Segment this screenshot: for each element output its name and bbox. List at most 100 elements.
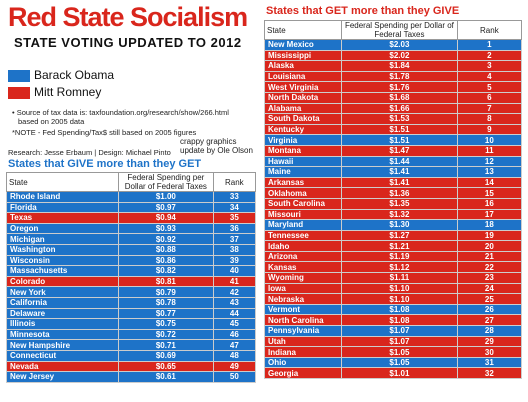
table-cell: South Carolina — [263, 197, 343, 210]
table-cell: North Dakota — [263, 91, 343, 104]
table-cell: 34 — [212, 201, 257, 214]
table-cell: Alabama — [263, 102, 343, 115]
table-cell: 38 — [212, 243, 257, 256]
table-cell: $1.01 — [341, 367, 458, 379]
table-cell: 2 — [456, 49, 523, 62]
table-row: Oklahoma $1.36 15 — [263, 187, 523, 199]
table-cell: Arkansas — [263, 176, 343, 189]
table-cell: Arizona — [263, 250, 343, 263]
table-row: Oregon $0.93 36 — [5, 222, 257, 235]
table-cell: $1.84 — [341, 60, 458, 72]
table-cell: 17 — [456, 208, 523, 221]
table-cell: 50 — [212, 371, 257, 383]
table-cell: $0.92 — [118, 233, 214, 245]
table-cell: $1.44 — [341, 155, 458, 168]
legend-item: Barack Obama — [8, 68, 158, 82]
table-title: States that GET more than they GIVE — [266, 5, 460, 17]
table-cell: $1.30 — [341, 219, 458, 231]
table-cell: $1.53 — [341, 113, 458, 125]
table-cell: Alaska — [263, 60, 343, 72]
table-cell: Wyoming — [263, 272, 343, 284]
table-row: Maryland $1.30 18 — [263, 219, 523, 231]
table-row: Wisconsin $0.86 39 — [5, 254, 257, 267]
table-cell: 6 — [456, 91, 523, 104]
table-cell: 24 — [456, 282, 523, 295]
table-cell: Oklahoma — [263, 187, 343, 199]
table-row: South Carolina $1.35 16 — [263, 197, 523, 210]
table-row: Georgia $1.01 32 — [263, 367, 523, 379]
table-cell: 22 — [456, 261, 523, 274]
table-cell: $1.10 — [341, 282, 458, 295]
table-cell: $1.05 — [341, 356, 458, 369]
table-cell: $1.08 — [341, 314, 458, 327]
table-row: Tennessee $1.27 19 — [263, 229, 523, 242]
legend-label: Barack Obama — [34, 68, 115, 82]
table-cell: $1.41 — [341, 176, 458, 189]
column-header: Rank — [456, 20, 523, 40]
table-cell: $0.79 — [118, 286, 214, 298]
header-row: State Federal Spending per Dollar of Fede… — [5, 172, 257, 192]
table-cell: $0.93 — [118, 222, 214, 235]
table-cell: Massachusetts — [5, 265, 120, 277]
table-cell: $0.72 — [118, 328, 214, 341]
table-cell: Montana — [263, 144, 343, 157]
column-header: Federal Spending per Dollar of Federal T… — [341, 20, 458, 40]
table-cell: 19 — [456, 229, 523, 242]
table-cell: 9 — [456, 123, 523, 136]
table-cell: 45 — [212, 318, 257, 330]
table-row: New Mexico $2.03 1 — [263, 39, 523, 51]
table-cell: Rhode Island — [5, 191, 120, 203]
table-cell: 1 — [456, 39, 523, 51]
table-cell: Georgia — [263, 367, 343, 379]
table-cell: Nebraska — [263, 293, 343, 305]
table-cell: Idaho — [263, 240, 343, 252]
table-cell: $1.78 — [341, 70, 458, 83]
table-cell: Colorado — [5, 275, 120, 288]
table-row: Iowa $1.10 24 — [263, 282, 523, 295]
table-cell: Louisiana — [263, 70, 343, 83]
table-cell: Ohio — [263, 356, 343, 369]
table-cell: 40 — [212, 265, 257, 277]
table-cell: $0.71 — [118, 339, 214, 351]
table-row: Maine $1.41 13 — [263, 166, 523, 178]
legend-label: Mitt Romney — [34, 85, 102, 99]
table-cell: Texas — [5, 212, 120, 224]
table-cell: $0.61 — [118, 371, 214, 383]
table-cell: $1.07 — [341, 335, 458, 348]
table-cell: $1.10 — [341, 293, 458, 305]
table-cell: New Hampshire — [5, 339, 120, 351]
table-row: Connecticut $0.69 48 — [5, 349, 257, 362]
table-row: Florida $0.97 34 — [5, 201, 257, 214]
table-cell: Kentucky — [263, 123, 343, 136]
table-cell: 7 — [456, 102, 523, 115]
table-cell: $1.47 — [341, 144, 458, 157]
title: Red State Socialism — [8, 2, 248, 32]
table-cell: 48 — [212, 349, 257, 362]
table-cell: 16 — [456, 197, 523, 210]
table-row: Hawaii $1.44 12 — [263, 155, 523, 168]
table-cell: $0.77 — [118, 307, 214, 320]
table-cell: West Virginia — [263, 81, 343, 93]
table-cell: $1.07 — [341, 325, 458, 337]
table-cell: $0.88 — [118, 243, 214, 256]
table-cell: $2.03 — [341, 39, 458, 51]
table-cell: 25 — [456, 293, 523, 305]
table-row: Colorado $0.81 41 — [5, 275, 257, 288]
table-row: West Virginia $1.76 5 — [263, 81, 523, 93]
table-cell: $0.81 — [118, 275, 214, 288]
table-row: New York $0.79 42 — [5, 286, 257, 298]
table-cell: 31 — [456, 356, 523, 369]
table-cell: 46 — [212, 328, 257, 341]
table-cell: Pennsylvania — [263, 325, 343, 337]
table-title: States that GIVE more than they GET — [8, 158, 202, 170]
table-cell: New Jersey — [5, 371, 120, 383]
table-cell: Minnesota — [5, 328, 120, 341]
table-cell: 44 — [212, 307, 257, 320]
table-cell: $1.27 — [341, 229, 458, 242]
table-row: Texas $0.94 35 — [5, 212, 257, 224]
table-cell: $1.21 — [341, 240, 458, 252]
table-cell: $0.97 — [118, 201, 214, 214]
table-row: Alabama $1.66 7 — [263, 102, 523, 115]
table-cell: 23 — [456, 272, 523, 284]
